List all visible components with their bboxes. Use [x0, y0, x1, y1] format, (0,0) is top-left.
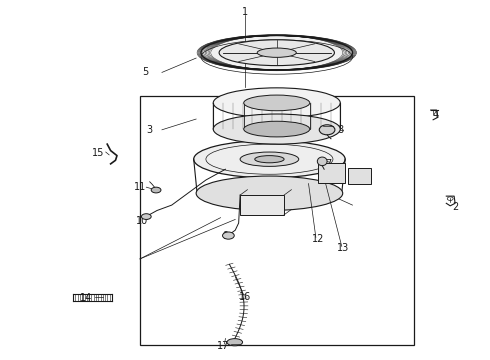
Ellipse shape [201, 36, 352, 70]
Text: 16: 16 [239, 292, 251, 302]
Text: 3: 3 [147, 125, 153, 135]
Text: 5: 5 [142, 67, 148, 77]
Ellipse shape [194, 140, 345, 178]
Text: 4: 4 [433, 111, 439, 121]
Ellipse shape [240, 152, 299, 166]
Ellipse shape [196, 176, 343, 211]
Text: 17: 17 [217, 341, 229, 351]
Text: 13: 13 [337, 243, 349, 253]
Ellipse shape [255, 156, 284, 163]
Bar [240, 195, 284, 215]
Ellipse shape [257, 48, 296, 57]
Ellipse shape [244, 121, 310, 137]
Text: 12: 12 [312, 234, 324, 244]
Text: 8: 8 [337, 125, 343, 135]
Text: 11: 11 [134, 182, 146, 192]
Ellipse shape [227, 339, 243, 346]
Ellipse shape [319, 125, 335, 135]
Text: 7: 7 [325, 159, 331, 169]
Ellipse shape [213, 114, 340, 144]
Text: 9: 9 [222, 231, 228, 240]
Ellipse shape [142, 214, 151, 220]
Ellipse shape [213, 88, 340, 118]
Text: 10: 10 [136, 216, 148, 226]
Bar [318, 163, 345, 183]
Text: 1: 1 [242, 7, 248, 17]
Ellipse shape [244, 95, 310, 111]
Bar [140, 96, 414, 345]
Ellipse shape [318, 157, 327, 166]
Text: 2: 2 [452, 202, 458, 212]
Bar [347, 168, 371, 184]
Text: 6: 6 [247, 157, 253, 167]
Ellipse shape [222, 232, 234, 239]
Ellipse shape [219, 40, 334, 66]
Ellipse shape [151, 187, 161, 193]
Text: 15: 15 [92, 148, 104, 158]
Text: 14: 14 [80, 293, 92, 303]
